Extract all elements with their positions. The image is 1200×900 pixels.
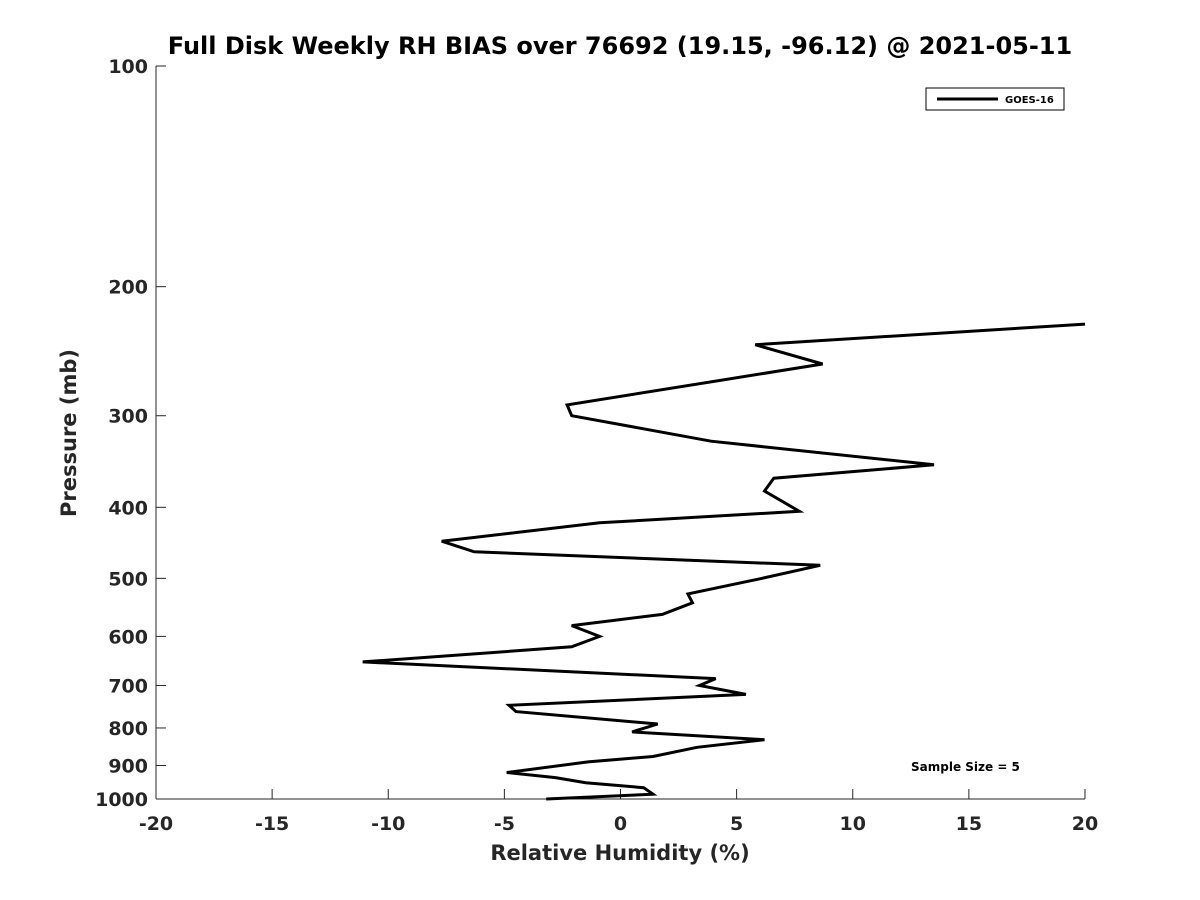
legend: GOES-16 bbox=[925, 87, 1065, 111]
x-tick-label: 10 bbox=[840, 813, 866, 835]
x-tick-label: -20 bbox=[139, 813, 173, 835]
y-tick-label: 300 bbox=[108, 406, 148, 428]
x-tick-label: -15 bbox=[255, 813, 289, 835]
x-axis-label: Relative Humidity (%) bbox=[490, 841, 749, 865]
x-tick-label: -5 bbox=[494, 813, 515, 835]
ticks: -20 -15 -10 -5 0 5 10 15 20 100 200 300 400 500 600 700… bbox=[95, 56, 1098, 835]
y-tick-label: 700 bbox=[108, 675, 148, 697]
y-tick-label: 500 bbox=[108, 568, 148, 590]
x-tick-label: 15 bbox=[956, 813, 982, 835]
y-tick-label: 800 bbox=[108, 718, 148, 740]
series-layer bbox=[362, 322, 1086, 801]
x-tick-label: 5 bbox=[730, 813, 743, 835]
y-axis-label: Pressure (mb) bbox=[57, 349, 81, 517]
y-tick-label: 1000 bbox=[95, 789, 148, 811]
axes bbox=[155, 66, 1085, 800]
legend-label-goes16: GOES-16 bbox=[1005, 95, 1054, 106]
chart-title: Full Disk Weekly RH BIAS over 76692 (19.… bbox=[168, 32, 1072, 60]
y-tick-label: 600 bbox=[108, 626, 148, 648]
y-tick-label: 900 bbox=[108, 755, 148, 777]
sample-size-annotation: Sample Size = 5 bbox=[911, 760, 1020, 774]
series-line-goes16 bbox=[362, 322, 1086, 801]
y-tick-label: 100 bbox=[108, 56, 148, 78]
y-tick-label: 200 bbox=[108, 277, 148, 299]
y-tick-label: 400 bbox=[108, 497, 148, 519]
x-tick-label: 0 bbox=[614, 813, 627, 835]
x-tick-label: 20 bbox=[1072, 813, 1098, 835]
x-tick-label: -10 bbox=[371, 813, 405, 835]
